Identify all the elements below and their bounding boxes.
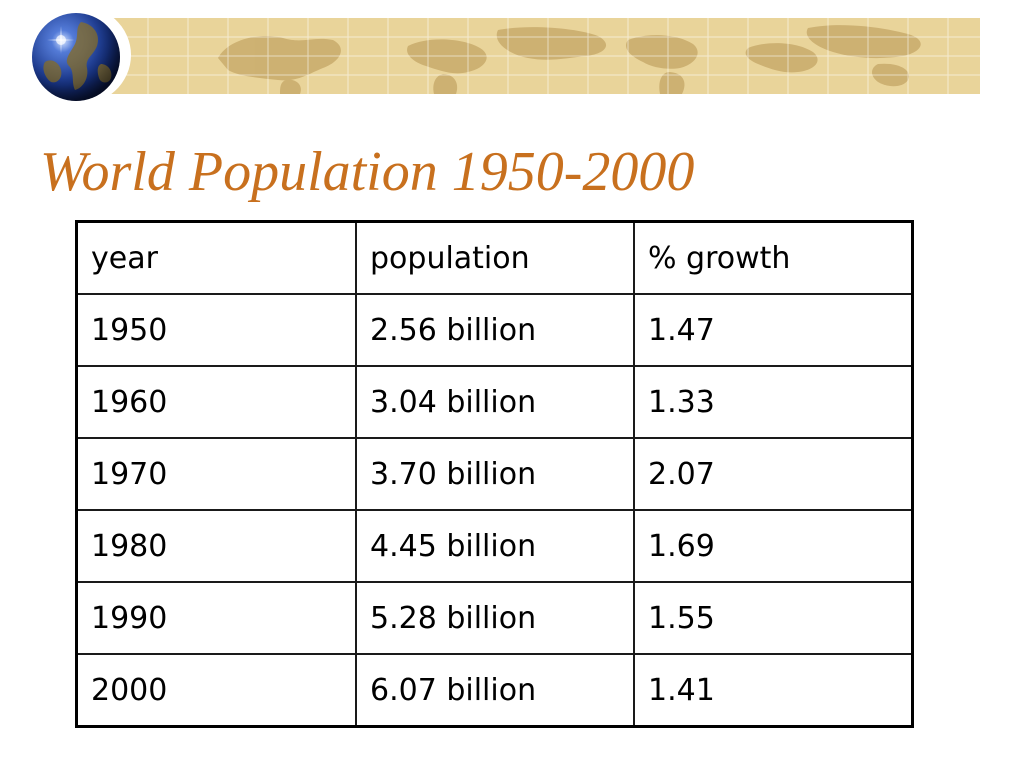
table-row: 1980 4.45 billion 1.69 — [75, 509, 914, 583]
population-table-container: year population % growth 1950 2.56 billi… — [75, 220, 914, 728]
cell-year: 1960 — [75, 365, 357, 439]
header-year: year — [75, 220, 357, 295]
cell-growth: 1.47 — [633, 293, 914, 367]
cell-year: 2000 — [75, 653, 357, 728]
cell-year: 1950 — [75, 293, 357, 367]
header-growth: % growth — [633, 220, 914, 295]
table-row: 1990 5.28 billion 1.55 — [75, 581, 914, 655]
cell-year: 1990 — [75, 581, 357, 655]
header-population: population — [355, 220, 635, 295]
cell-population: 3.04 billion — [355, 365, 635, 439]
globe-icon — [32, 13, 120, 101]
table-header-row: year population % growth — [75, 220, 914, 295]
cell-population: 3.70 billion — [355, 437, 635, 511]
table-row: 1970 3.70 billion 2.07 — [75, 437, 914, 511]
population-table: year population % growth 1950 2.56 billi… — [75, 220, 914, 728]
cell-growth: 2.07 — [633, 437, 914, 511]
table-row: 1950 2.56 billion 1.47 — [75, 293, 914, 367]
cell-population: 4.45 billion — [355, 509, 635, 583]
cell-growth: 1.55 — [633, 581, 914, 655]
cell-population: 2.56 billion — [355, 293, 635, 367]
cell-growth: 1.41 — [633, 653, 914, 728]
world-map-banner — [108, 18, 980, 94]
world-map-graphic — [108, 18, 980, 94]
table-row: 2000 6.07 billion 1.41 — [75, 653, 914, 728]
cell-population: 5.28 billion — [355, 581, 635, 655]
cell-growth: 1.33 — [633, 365, 914, 439]
cell-year: 1970 — [75, 437, 357, 511]
cell-growth: 1.69 — [633, 509, 914, 583]
table-row: 1960 3.04 billion 1.33 — [75, 365, 914, 439]
cell-population: 6.07 billion — [355, 653, 635, 728]
slide-title: World Population 1950-2000 — [40, 141, 695, 203]
cell-year: 1980 — [75, 509, 357, 583]
